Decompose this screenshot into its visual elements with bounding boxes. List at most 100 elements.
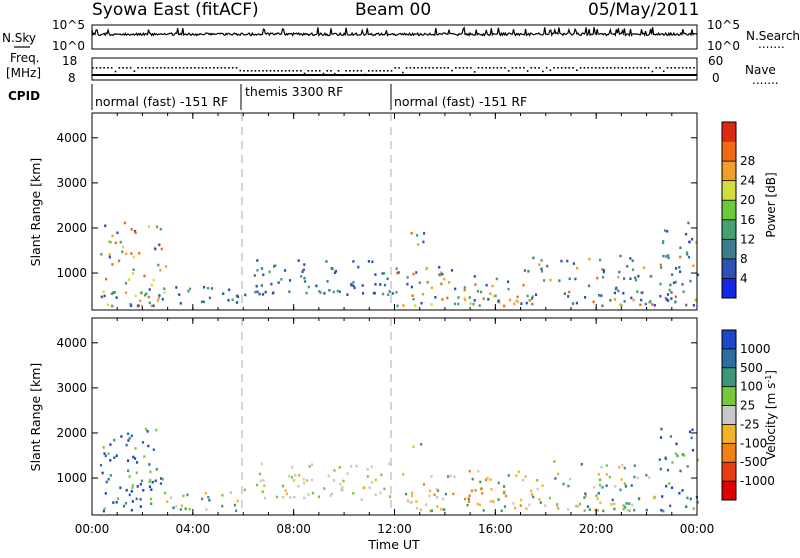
echo-cell [609, 299, 612, 302]
echo-cell [253, 274, 256, 277]
cpid-segment-1: normal (fast) -151 RF [95, 94, 228, 109]
nave-point [545, 67, 548, 69]
echo-cell [131, 272, 134, 275]
nave-point [579, 67, 582, 69]
echo-cell [222, 292, 225, 295]
echo-cell [467, 497, 470, 501]
nave-point [564, 67, 567, 69]
echo-cell [303, 481, 306, 485]
echo-cell [567, 484, 570, 488]
echo-cell [105, 277, 108, 281]
echo-cell [611, 498, 614, 502]
echo-cell [134, 457, 137, 460]
echo-cell [477, 469, 480, 473]
echo-cell [577, 505, 580, 508]
echo-cell [643, 266, 646, 269]
echo-cell [111, 304, 114, 308]
echo-cell [133, 229, 137, 233]
nave-point [432, 67, 434, 69]
colorbar-segment [722, 219, 736, 240]
echo-cell [229, 491, 232, 494]
echo-cell [678, 491, 681, 495]
echo-cell [102, 290, 105, 294]
echo-cell [154, 247, 157, 251]
echo-cell [626, 508, 629, 512]
nave-point [95, 67, 98, 69]
echo-cell [671, 273, 674, 276]
nave-point [413, 67, 415, 69]
echo-cell [540, 270, 544, 273]
echo-cell [130, 252, 133, 255]
echo-cell [379, 491, 382, 495]
echo-cell [158, 243, 161, 247]
echo-cell [388, 462, 391, 466]
echo-cell [516, 295, 519, 299]
nave-point [613, 67, 616, 69]
power-colorbar-label: Power [dB] [764, 172, 778, 237]
echo-cell [489, 292, 492, 295]
echo-cell [120, 435, 123, 438]
echo-cell [442, 508, 445, 511]
echo-cell [666, 468, 670, 472]
nave-point [640, 67, 642, 69]
colorbar-segment [722, 258, 736, 279]
echo-cell [135, 471, 138, 475]
echo-cell [139, 482, 142, 486]
echo-cell [660, 427, 663, 431]
nave-point [549, 69, 552, 71]
nave-point [103, 67, 105, 69]
echo-cell [115, 296, 118, 299]
echo-cell [667, 254, 670, 257]
echo-cell [601, 304, 604, 308]
colorbar-segment [722, 367, 736, 387]
noise-axis-left-bottom: 10^0 [52, 39, 85, 53]
echo-cell [317, 495, 320, 499]
echo-cell [524, 475, 527, 478]
echo-cell [386, 277, 389, 281]
echo-cell [131, 484, 134, 487]
echo-cell [600, 294, 603, 297]
echo-cell [282, 496, 285, 499]
nave-point [492, 67, 495, 69]
nave-point [568, 67, 570, 69]
echo-cell [235, 509, 238, 513]
echo-cell [659, 282, 662, 286]
echo-cell [169, 496, 172, 499]
echo-cell [303, 276, 306, 280]
echo-cell [415, 271, 418, 274]
echo-cell [622, 291, 625, 295]
nave-point [572, 67, 574, 69]
echo-cell [621, 464, 624, 467]
echo-cell [623, 466, 626, 470]
echo-cell [619, 303, 622, 307]
echo-cell [631, 259, 634, 262]
echo-cell [631, 268, 635, 272]
echo-cell [155, 468, 158, 471]
echo-cell [402, 304, 405, 307]
echo-cell [491, 500, 494, 503]
echo-cell [231, 298, 234, 301]
nave-point [171, 67, 173, 69]
echo-cell [155, 225, 159, 229]
echo-cell [689, 497, 692, 501]
echo-cell [626, 265, 629, 268]
nave-point [288, 70, 291, 72]
echo-cell [665, 484, 668, 488]
echo-cell [430, 509, 433, 513]
echo-cell [468, 296, 471, 299]
echo-cell [520, 498, 523, 502]
echo-cell [148, 463, 151, 466]
echo-cell [388, 290, 391, 293]
echo-cell [258, 472, 262, 476]
echo-cell [136, 485, 139, 488]
echo-cell [410, 501, 413, 504]
echo-cell [372, 291, 375, 295]
echo-cell [332, 290, 335, 294]
echo-cell [661, 241, 665, 245]
echo-cell [389, 495, 392, 498]
nave-point [598, 67, 601, 69]
echo-cell [567, 295, 570, 298]
echo-cell [374, 478, 377, 482]
echo-cell [625, 502, 628, 505]
